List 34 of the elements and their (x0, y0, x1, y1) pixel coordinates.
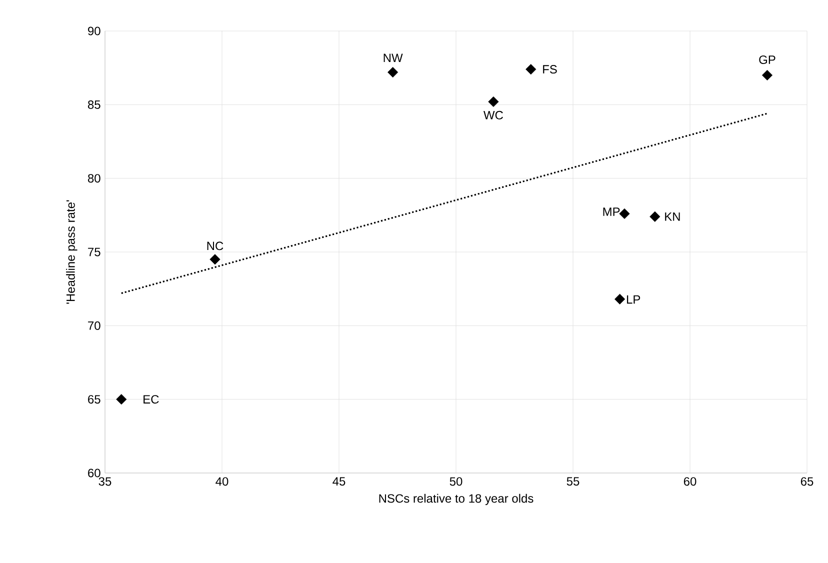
y-axis-title: 'Headline pass rate' (66, 200, 78, 304)
point (210, 254, 220, 265)
x-tick-label: 35 (98, 477, 112, 486)
y-tick-label: 60 (88, 468, 100, 478)
x-tick-label: 60 (684, 477, 696, 486)
y-tick-label: 65 (88, 395, 100, 404)
x-tick-label: 45 (332, 477, 346, 486)
annotation: KN (665, 212, 680, 221)
annotation: MP (603, 208, 620, 216)
point (488, 96, 499, 108)
annotation: LP (626, 295, 640, 304)
point (762, 70, 773, 80)
y-tick-label: 75 (88, 248, 100, 256)
x-tick-label: 55 (566, 477, 580, 486)
point (619, 208, 630, 219)
x-axis-title: NSCs relative to 18 year olds (379, 494, 534, 506)
point (526, 64, 536, 75)
annotation: NC (207, 242, 224, 250)
annotation: NW (384, 54, 403, 62)
y-tick-label: 70 (88, 321, 100, 330)
y-tick-label: 90 (88, 26, 100, 36)
annotation: FS (543, 65, 557, 74)
point (116, 394, 127, 405)
x-tick-label: 50 (450, 477, 462, 486)
point (650, 211, 660, 222)
annotation: GP (759, 56, 776, 64)
x-tick-label: 65 (800, 477, 814, 486)
point (388, 66, 398, 78)
x-tick-label: 40 (216, 477, 228, 486)
point (614, 294, 626, 304)
y-tick-label: 85 (88, 100, 100, 109)
y-tick-label: 80 (88, 174, 100, 183)
annotation: WC (483, 110, 503, 120)
annotation: EC (144, 395, 159, 404)
